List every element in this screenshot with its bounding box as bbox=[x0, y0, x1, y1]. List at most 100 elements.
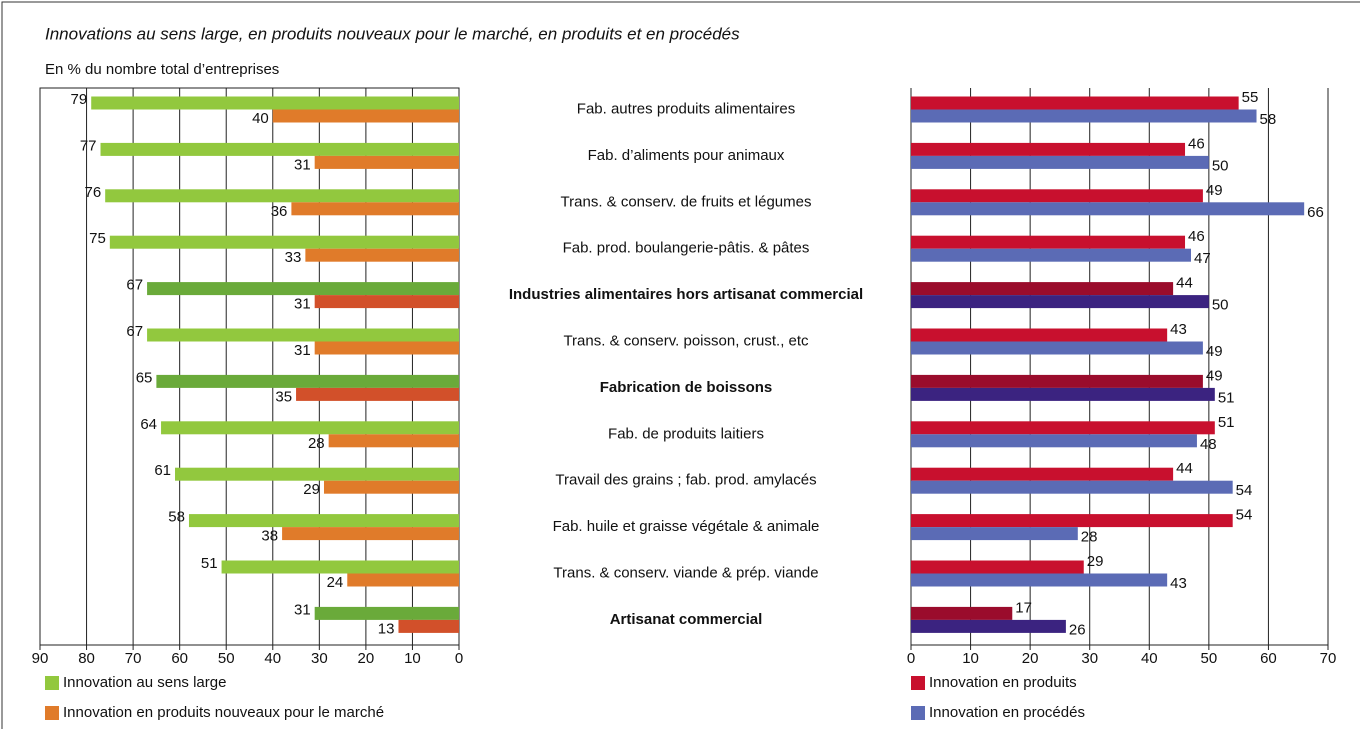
bar bbox=[911, 514, 1233, 528]
x-tick-label: 60 bbox=[1260, 650, 1277, 667]
bar bbox=[911, 96, 1239, 110]
bar bbox=[911, 619, 1066, 633]
bar bbox=[291, 202, 459, 216]
bar bbox=[911, 374, 1203, 388]
value-label: 75 bbox=[89, 230, 106, 247]
legend-swatch bbox=[45, 676, 59, 690]
value-label: 13 bbox=[378, 620, 395, 637]
x-tick-label: 30 bbox=[311, 650, 328, 667]
legend-swatch bbox=[45, 706, 59, 720]
x-tick-label: 50 bbox=[1201, 650, 1218, 667]
bar bbox=[911, 434, 1197, 448]
bar bbox=[161, 421, 460, 435]
bar bbox=[911, 142, 1186, 156]
legend-swatch bbox=[911, 676, 925, 690]
x-tick-label: 70 bbox=[125, 650, 142, 667]
value-label: 33 bbox=[285, 249, 302, 266]
bar bbox=[911, 282, 1174, 296]
value-label: 65 bbox=[136, 369, 153, 386]
bar bbox=[911, 467, 1174, 481]
value-label: 17 bbox=[1015, 599, 1032, 616]
bar bbox=[911, 109, 1257, 123]
value-label: 79 bbox=[71, 91, 88, 108]
category-label: Industries alimentaires hors artisanat c… bbox=[509, 286, 863, 303]
value-label: 26 bbox=[1069, 621, 1086, 638]
bar bbox=[911, 202, 1305, 216]
value-label: 49 bbox=[1206, 343, 1223, 360]
value-label: 51 bbox=[1218, 389, 1235, 406]
value-label: 24 bbox=[327, 574, 344, 591]
bar bbox=[91, 96, 459, 110]
value-label: 29 bbox=[303, 481, 320, 498]
x-tick-label: 70 bbox=[1320, 650, 1337, 667]
x-tick-label: 60 bbox=[171, 650, 188, 667]
bar bbox=[105, 189, 459, 203]
value-label: 49 bbox=[1206, 367, 1223, 384]
bar bbox=[911, 235, 1186, 249]
category-label: Fab. de produits laitiers bbox=[608, 425, 764, 442]
x-tick-label: 0 bbox=[455, 650, 463, 667]
value-label: 66 bbox=[1307, 204, 1324, 221]
bar bbox=[911, 480, 1233, 494]
bar bbox=[147, 282, 460, 296]
value-label: 50 bbox=[1212, 157, 1229, 174]
bar bbox=[911, 341, 1203, 355]
category-label: Fab. huile et graisse végétale & animale bbox=[553, 518, 820, 535]
legend-swatch bbox=[911, 706, 925, 720]
bar bbox=[305, 248, 459, 262]
value-label: 67 bbox=[126, 323, 143, 340]
bar bbox=[911, 155, 1209, 169]
bar bbox=[911, 387, 1215, 401]
category-label: Artisanat commercial bbox=[610, 611, 763, 628]
value-label: 28 bbox=[308, 435, 325, 452]
chart-subtitle: En % du nombre total d’entreprises bbox=[45, 61, 279, 78]
value-label: 64 bbox=[140, 416, 157, 433]
category-label: Fabrication de boissons bbox=[600, 379, 773, 396]
bar bbox=[296, 387, 459, 401]
x-tick-label: 40 bbox=[264, 650, 281, 667]
bar bbox=[911, 573, 1168, 587]
value-label: 55 bbox=[1242, 89, 1259, 106]
category-label: Trans. & conserv. poisson, crust., etc bbox=[563, 332, 809, 349]
value-label: 44 bbox=[1176, 460, 1193, 477]
value-label: 29 bbox=[1087, 553, 1104, 570]
x-tick-label: 0 bbox=[907, 650, 915, 667]
category-label: Fab. d’aliments pour animaux bbox=[588, 147, 785, 164]
bar bbox=[147, 328, 460, 342]
value-label: 58 bbox=[1260, 111, 1277, 128]
bar bbox=[156, 374, 459, 388]
bar bbox=[911, 328, 1168, 342]
bar bbox=[175, 467, 459, 481]
x-tick-label: 10 bbox=[404, 650, 421, 667]
x-tick-label: 40 bbox=[1141, 650, 1158, 667]
x-tick-label: 90 bbox=[32, 650, 49, 667]
value-label: 76 bbox=[84, 184, 101, 201]
category-label: Trans. & conserv. viande & prép. viande bbox=[553, 564, 818, 581]
value-label: 50 bbox=[1212, 297, 1229, 314]
bar bbox=[398, 619, 459, 633]
bar bbox=[314, 341, 459, 355]
bar bbox=[347, 573, 459, 587]
x-tick-label: 20 bbox=[358, 650, 375, 667]
bar bbox=[109, 235, 459, 249]
value-label: 67 bbox=[126, 277, 143, 294]
legend-label: Innovation en produits bbox=[929, 674, 1077, 691]
value-label: 54 bbox=[1236, 482, 1253, 499]
value-label: 58 bbox=[168, 509, 185, 526]
x-tick-label: 10 bbox=[962, 650, 979, 667]
bar bbox=[100, 142, 460, 156]
value-label: 36 bbox=[271, 203, 288, 220]
value-label: 77 bbox=[80, 137, 97, 154]
value-label: 31 bbox=[294, 342, 311, 359]
legend-label: Innovation en procédés bbox=[929, 704, 1085, 721]
value-label: 43 bbox=[1170, 575, 1187, 592]
bar bbox=[314, 295, 459, 309]
value-label: 31 bbox=[294, 296, 311, 313]
bar bbox=[221, 560, 459, 574]
bar bbox=[911, 295, 1209, 309]
chart-title: Innovations au sens large, en produits n… bbox=[45, 24, 740, 43]
bar bbox=[911, 527, 1078, 541]
legend-label: Innovation en produits nouveaux pour le … bbox=[63, 704, 384, 721]
